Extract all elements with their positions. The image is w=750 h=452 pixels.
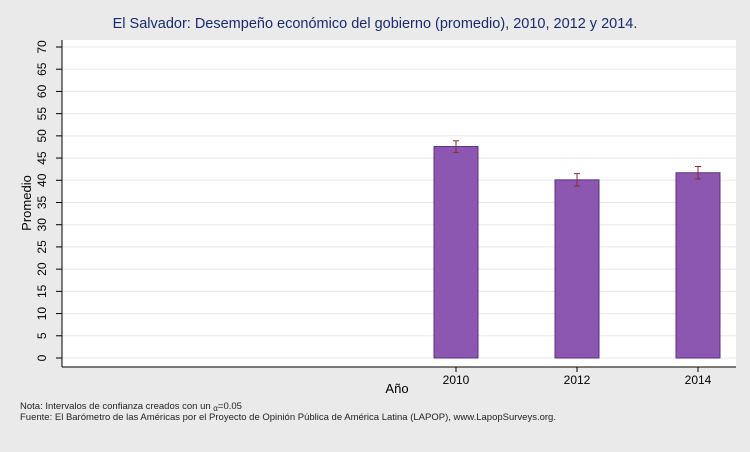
y-tick-label: 65 (35, 62, 49, 76)
y-tick-label: 70 (35, 40, 49, 54)
bar-2012 (554, 179, 600, 359)
bar-2010 (433, 146, 479, 359)
y-tick-label: 45 (35, 151, 49, 165)
x-axis-ticks: 2010 2012 2014 (443, 367, 712, 387)
gridlines (63, 46, 736, 359)
bar-2014 (675, 172, 721, 359)
y-axis-ticks: 0 5 10 15 20 25 30 35 40 45 50 55 60 65 70 (35, 40, 62, 361)
y-tick-label: 55 (35, 107, 49, 121)
confidence-note: Nota: Intervalos de confianza creados co… (20, 401, 242, 413)
x-tick-label: 2010 (443, 373, 470, 387)
y-tick-label: 40 (35, 173, 49, 187)
y-tick-label: 30 (35, 218, 49, 232)
y-tick-label: 35 (35, 196, 49, 210)
note-text: Nota: Intervalos de confianza creados co… (20, 401, 214, 412)
y-tick-label: 20 (35, 262, 49, 276)
y-tick-label: 10 (35, 307, 49, 321)
y-tick-label: 0 (35, 354, 49, 361)
x-tick-label: 2012 (564, 373, 591, 387)
alpha-symbol: α (213, 404, 218, 413)
x-axis-label: Año (385, 381, 408, 396)
bars (433, 146, 721, 359)
y-tick-label: 25 (35, 240, 49, 254)
chart-title: El Salvador: Desempeño económico del gob… (112, 16, 638, 32)
y-tick-label: 5 (35, 332, 49, 339)
alpha-value: =0.05 (217, 401, 242, 412)
plot-area (62, 40, 736, 367)
error-bars (453, 140, 701, 187)
y-tick-label: 60 (35, 84, 49, 98)
y-axis-label: Promedio (19, 175, 34, 231)
y-tick-label: 50 (35, 129, 49, 143)
x-tick-label: 2014 (685, 373, 712, 387)
y-tick-label: 15 (35, 284, 49, 298)
source-note: Fuente: El Barómetro de las Américas por… (20, 412, 556, 423)
